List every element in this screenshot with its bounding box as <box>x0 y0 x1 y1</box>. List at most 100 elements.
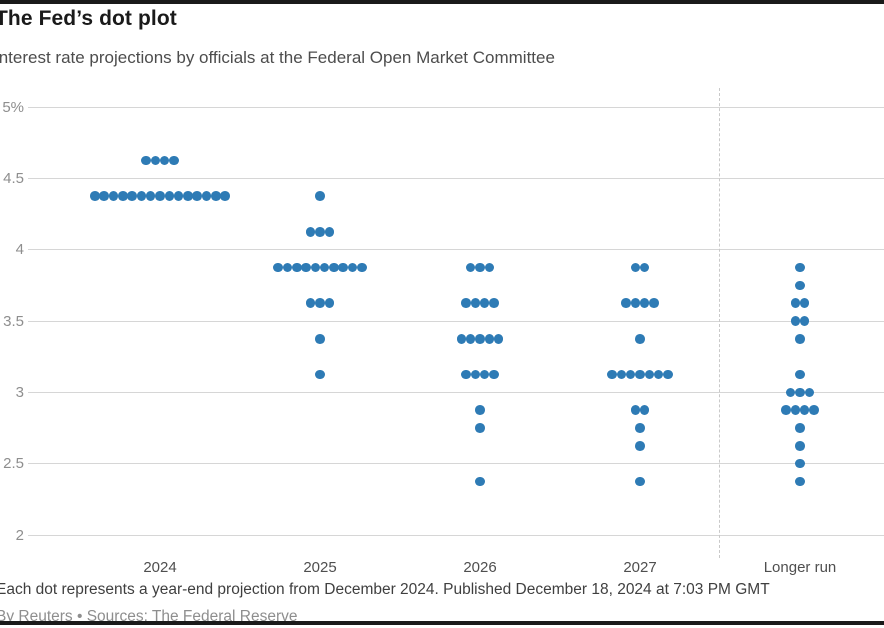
projection-dot <box>625 369 636 380</box>
chart-subtitle: Interest rate projections by officials a… <box>0 48 555 67</box>
projection-dot <box>169 155 179 166</box>
projection-dot <box>795 262 805 273</box>
projection-dot <box>315 369 325 380</box>
bottom-border-bar <box>0 621 884 625</box>
projection-dot <box>649 298 659 308</box>
projection-dot <box>159 155 170 166</box>
byline: By Reuters • Sources: The Federal Reserv… <box>0 608 298 625</box>
y-axis-tick-label: 2.5 <box>3 455 24 473</box>
projection-dot <box>799 405 810 415</box>
projection-dot <box>324 227 335 237</box>
projection-dot <box>465 334 476 344</box>
projection-dot <box>305 227 316 237</box>
projection-dot <box>319 262 330 273</box>
projection-dot <box>475 423 485 433</box>
projection-dot <box>479 369 490 380</box>
projection-dot <box>799 298 810 308</box>
projection-dot <box>639 298 650 308</box>
projection-dot <box>201 191 212 201</box>
projection-dot <box>785 387 796 398</box>
projection-dot <box>630 262 641 273</box>
projection-dot <box>484 262 495 273</box>
projection-dot <box>310 262 321 273</box>
projection-dot <box>324 298 335 308</box>
projection-dot <box>475 476 485 487</box>
projection-dot <box>475 334 485 344</box>
projection-dot <box>136 191 147 201</box>
projection-dot <box>635 423 645 433</box>
projection-dot <box>164 191 175 201</box>
projection-dot <box>621 298 631 308</box>
projection-dot <box>273 262 283 273</box>
projection-dot <box>291 262 302 273</box>
projection-dot <box>635 476 645 487</box>
y-axis-tick-label: 3.5 <box>3 312 24 330</box>
gridline <box>28 534 884 536</box>
gridline <box>28 463 884 465</box>
projection-dot <box>781 405 791 415</box>
projection-dot <box>183 191 193 201</box>
projection-dot <box>461 298 471 308</box>
projection-dot <box>479 298 490 308</box>
projection-dot <box>489 369 499 380</box>
projection-dot <box>804 387 815 398</box>
projection-dot <box>795 387 805 398</box>
projection-dot <box>99 191 109 201</box>
x-axis-label: Longer run <box>763 559 837 576</box>
projection-dot <box>211 191 221 201</box>
projection-dot <box>338 262 349 273</box>
projection-dot <box>795 280 805 291</box>
projection-dot <box>282 262 293 273</box>
projection-dot <box>301 262 311 273</box>
top-border-bar <box>0 0 884 4</box>
y-axis-tick-label: 3 <box>15 383 24 401</box>
projection-dot <box>809 405 819 415</box>
projection-dot <box>790 298 801 308</box>
projection-dot <box>607 369 617 380</box>
projection-dot <box>305 298 316 308</box>
projection-dot <box>790 316 801 326</box>
x-axis-label: 2025 <box>303 559 337 576</box>
longer-run-divider <box>719 88 720 558</box>
projection-dot <box>315 191 325 201</box>
projection-dot <box>329 262 339 273</box>
projection-dot <box>484 334 495 344</box>
projection-dot <box>795 458 805 469</box>
gridline <box>28 320 884 322</box>
projection-dot <box>644 369 655 380</box>
projection-dot <box>192 191 202 201</box>
projection-dot <box>635 369 645 380</box>
projection-dot <box>795 334 805 344</box>
chart-title: The Fed’s dot plot <box>0 7 177 30</box>
projection-dot <box>141 155 151 166</box>
projection-dot <box>795 476 805 487</box>
x-axis-label: 2026 <box>463 559 497 576</box>
projection-dot <box>790 405 801 415</box>
footnote: Each dot represents a year-end projectio… <box>0 581 770 598</box>
y-axis-tick-label: 4.5 <box>3 169 24 187</box>
projection-dot <box>173 191 184 201</box>
projection-dot <box>635 441 645 451</box>
projection-dot <box>315 334 325 344</box>
projection-dot <box>489 298 499 308</box>
projection-dot <box>456 334 467 344</box>
x-axis-label: 2024 <box>143 559 177 576</box>
projection-dot <box>635 334 645 344</box>
projection-dot <box>461 369 471 380</box>
gridline <box>28 249 884 251</box>
projection-dot <box>663 369 673 380</box>
projection-dot <box>220 191 230 201</box>
projection-dot <box>315 298 325 308</box>
projection-dot <box>470 298 481 308</box>
projection-dot <box>795 423 805 433</box>
gridline <box>28 391 884 393</box>
y-axis-tick-label: 4 <box>15 241 24 259</box>
projection-dot <box>470 369 481 380</box>
projection-dot <box>347 262 358 273</box>
projection-dot <box>90 191 100 201</box>
projection-dot <box>150 155 161 166</box>
projection-dot <box>795 441 805 451</box>
projection-dot <box>639 405 650 415</box>
